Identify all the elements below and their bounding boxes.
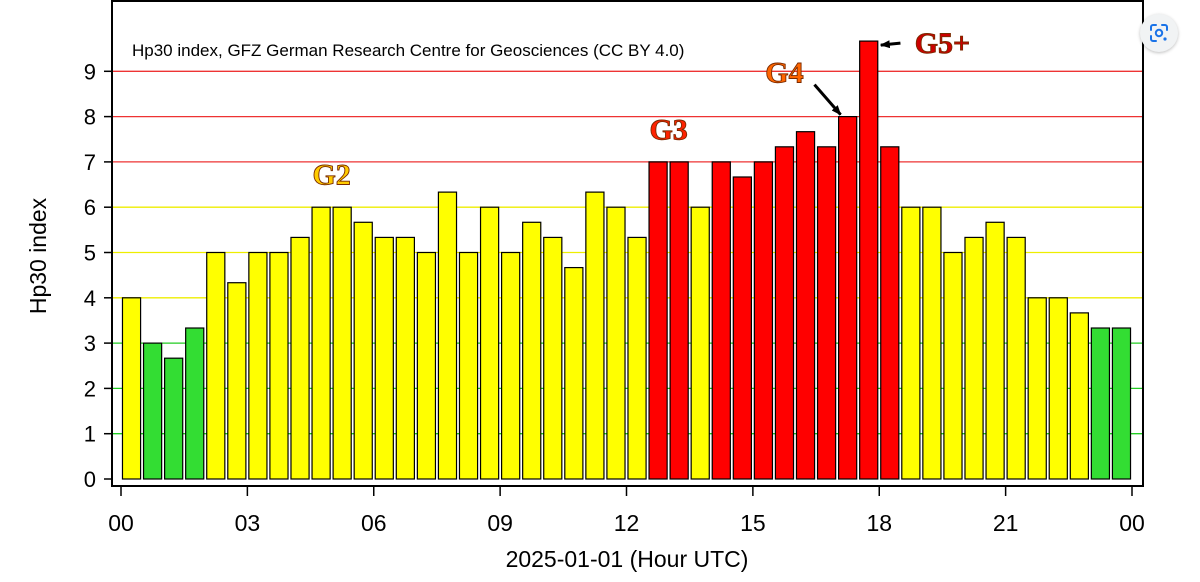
y-tick-label: 5	[84, 241, 96, 266]
bar	[564, 266, 584, 480]
axes	[111, 0, 1144, 487]
bar	[669, 161, 689, 480]
bar	[943, 251, 963, 480]
bar	[627, 236, 647, 480]
annotation-g5-plus: G5+	[915, 27, 970, 60]
bar	[859, 40, 879, 480]
y-tick-label: 0	[84, 467, 96, 492]
x-tick-label: 06	[361, 510, 387, 536]
annotation-g3: G3	[649, 113, 687, 146]
y-tick-label: 4	[84, 286, 96, 311]
bar	[585, 191, 605, 480]
bar	[248, 251, 268, 480]
annotation-arrow	[813, 83, 842, 116]
bar	[163, 357, 184, 480]
bar	[437, 191, 458, 480]
bar	[922, 206, 942, 480]
annotation-arrow	[879, 40, 901, 49]
bar	[964, 236, 984, 480]
bar	[985, 221, 1005, 480]
bar	[479, 206, 500, 480]
bar	[795, 131, 816, 480]
x-tick-label: 12	[614, 510, 640, 536]
bar	[606, 206, 626, 480]
bar	[901, 206, 921, 480]
bar	[458, 251, 479, 480]
y-axis-label: Hp30 index	[25, 197, 51, 314]
bar	[227, 282, 247, 480]
bar	[1069, 312, 1090, 480]
annotation-g4: G4	[765, 57, 803, 90]
bar	[880, 146, 900, 480]
plot-frame	[111, 0, 1144, 487]
x-tick-label: 09	[487, 510, 513, 536]
bar	[416, 251, 437, 480]
y-tick-label: 3	[84, 331, 96, 356]
bar	[816, 146, 837, 480]
x-tick-label: 15	[740, 510, 766, 536]
google-lens-button[interactable]	[1140, 14, 1178, 52]
bar	[395, 236, 416, 480]
bar	[753, 161, 774, 480]
bar	[711, 161, 731, 480]
y-tick-label: 7	[84, 150, 96, 175]
y-tick-label: 8	[84, 105, 96, 130]
annotation-g2: G2	[312, 159, 350, 192]
bar	[1048, 297, 1068, 480]
bar	[353, 221, 373, 480]
x-tick-label: 18	[866, 510, 892, 536]
bar	[374, 236, 394, 480]
y-tick-label: 9	[84, 59, 96, 84]
bar	[774, 146, 795, 480]
bar	[1006, 236, 1026, 480]
bar	[290, 236, 310, 480]
bar	[311, 206, 331, 480]
bar	[206, 251, 226, 480]
x-axis-label: 2025-01-01 (Hour UTC)	[506, 546, 749, 572]
y-tick-label: 1	[84, 422, 96, 447]
bar	[522, 221, 542, 480]
x-tick-label: 00	[108, 510, 134, 536]
bars	[121, 40, 1132, 480]
bar	[837, 115, 858, 480]
bar	[1090, 327, 1111, 480]
y-tick-label: 2	[84, 376, 96, 401]
bar	[332, 206, 352, 480]
google-lens-icon	[1150, 24, 1168, 42]
bar	[269, 251, 289, 480]
storm-annotations: G2 G3 G4 G5+	[312, 27, 971, 192]
y-axis-ticks: 0 1 2 3 4 5 6 7 8 9	[84, 59, 113, 492]
x-axis-ticks: 00 03 06 09 12 15 18 21 00	[108, 486, 1145, 536]
y-tick-label: 6	[84, 195, 96, 220]
bar	[121, 297, 142, 480]
bar	[648, 161, 668, 480]
bar	[690, 206, 710, 480]
x-tick-label: 03	[235, 510, 261, 536]
bar	[142, 342, 163, 480]
bar	[185, 327, 205, 480]
x-tick-label: 21	[993, 510, 1019, 536]
bar	[500, 251, 521, 480]
bar	[1027, 297, 1047, 480]
bar	[732, 176, 753, 480]
chart-title: Hp30 index, GFZ German Research Centre f…	[132, 41, 684, 60]
x-tick-label: 00	[1119, 510, 1145, 536]
bar	[1111, 327, 1132, 480]
bar	[543, 236, 563, 480]
